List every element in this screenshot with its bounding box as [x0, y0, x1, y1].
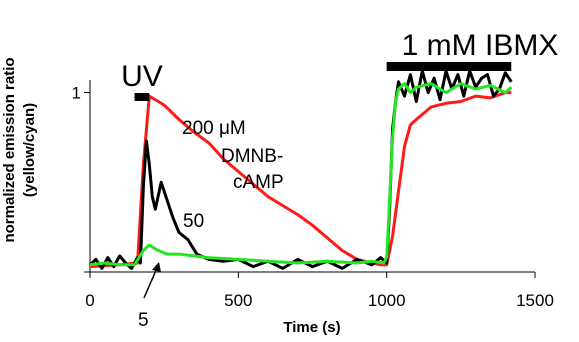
red-series-label-line2: DMNB-: [221, 146, 283, 167]
x-axis-title: Time (s): [283, 319, 340, 336]
green-series-label: 5: [138, 310, 149, 331]
x-tick-label: 500: [224, 291, 252, 310]
red-series-label-line1: 200 μM: [182, 118, 246, 139]
uv-stimulus-bar: [134, 93, 150, 101]
series-group: [88, 69, 513, 270]
x-tick-label: 1000: [368, 291, 406, 310]
y-tick-label: 1: [72, 84, 81, 103]
y-axis-subtitle: (yellow/cyan): [21, 103, 38, 197]
red-series-label-line3: cAMP: [233, 172, 284, 193]
series-line-200-m-dmnb-camp: [89, 91, 512, 269]
black-series-label: 50: [183, 211, 204, 232]
y-axis-title: normalized emission ratio: [1, 57, 18, 242]
series-line-50: [88, 69, 513, 270]
axis-ticks: 0 500 1000 1500 1: [72, 84, 554, 310]
green-series-arrow: [143, 267, 158, 299]
ibmx-label: 1 mM IBMX: [402, 29, 559, 62]
x-tick-label: 0: [85, 291, 94, 310]
green-series-arrowhead: [152, 262, 161, 272]
series-line-5: [89, 82, 513, 267]
uv-label: UV: [121, 60, 163, 93]
ibmx-stimulus-bar: [386, 62, 512, 71]
x-tick-label: 1500: [516, 291, 554, 310]
